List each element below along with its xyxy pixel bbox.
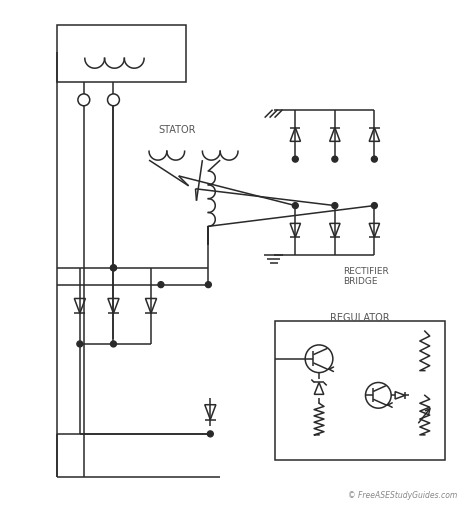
Text: RECTIFIER
BRIDGE: RECTIFIER BRIDGE bbox=[343, 267, 389, 286]
Circle shape bbox=[292, 156, 298, 162]
Circle shape bbox=[332, 156, 338, 162]
Circle shape bbox=[158, 281, 164, 288]
Text: © FreeASEStudyGuides.com: © FreeASEStudyGuides.com bbox=[348, 491, 457, 500]
Circle shape bbox=[207, 431, 213, 437]
Circle shape bbox=[205, 281, 211, 288]
Circle shape bbox=[372, 203, 377, 209]
Circle shape bbox=[110, 265, 117, 271]
Text: REGULATOR: REGULATOR bbox=[330, 314, 389, 323]
Circle shape bbox=[77, 341, 83, 347]
Circle shape bbox=[110, 341, 117, 347]
Circle shape bbox=[110, 265, 117, 271]
Circle shape bbox=[372, 156, 377, 162]
Bar bbox=[57, 25, 186, 82]
Text: STATOR: STATOR bbox=[158, 125, 195, 135]
Bar bbox=[274, 321, 445, 460]
Circle shape bbox=[332, 203, 338, 209]
Circle shape bbox=[292, 203, 298, 209]
